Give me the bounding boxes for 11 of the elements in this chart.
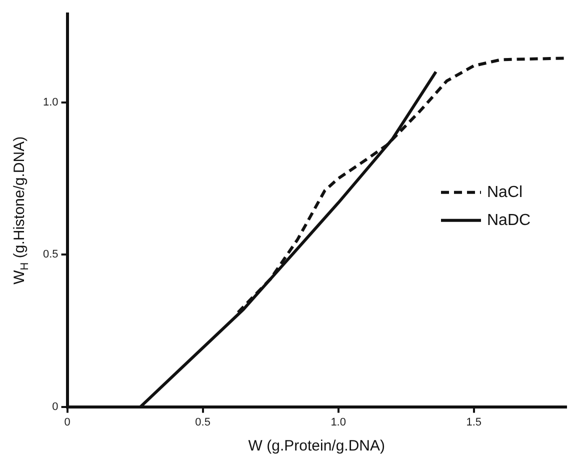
- y-axis-title: WH (g.Histone/g.DNA): [11, 136, 31, 284]
- x-tick-label: 0.5: [195, 416, 210, 428]
- x-tick-label: 0: [64, 416, 70, 428]
- y-tick-label: 0: [52, 400, 58, 413]
- y-tick-label: 1.0: [42, 96, 58, 108]
- legend-label: NaDC: [487, 212, 531, 229]
- x-tick-label: 1.5: [466, 416, 482, 428]
- y-tick-label: 0.5: [42, 248, 58, 261]
- legend-label: NaCl: [487, 184, 523, 201]
- x-axis-title: W (g.Protein/g.DNA): [248, 438, 385, 455]
- x-tick-label: 1.0: [330, 416, 346, 428]
